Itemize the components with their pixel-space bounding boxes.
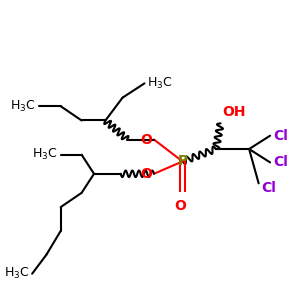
Text: H$_3$C: H$_3$C	[32, 147, 58, 162]
Text: Cl: Cl	[262, 181, 276, 195]
Text: O: O	[140, 133, 152, 146]
Text: H$_3$C: H$_3$C	[4, 266, 29, 281]
Text: H$_3$C: H$_3$C	[147, 76, 173, 91]
Text: O: O	[140, 167, 152, 181]
Text: OH: OH	[223, 105, 246, 118]
Text: Cl: Cl	[273, 129, 288, 143]
Text: H$_3$C: H$_3$C	[11, 99, 36, 114]
Text: Cl: Cl	[273, 155, 288, 170]
Text: P: P	[177, 154, 188, 168]
Text: O: O	[175, 199, 187, 212]
